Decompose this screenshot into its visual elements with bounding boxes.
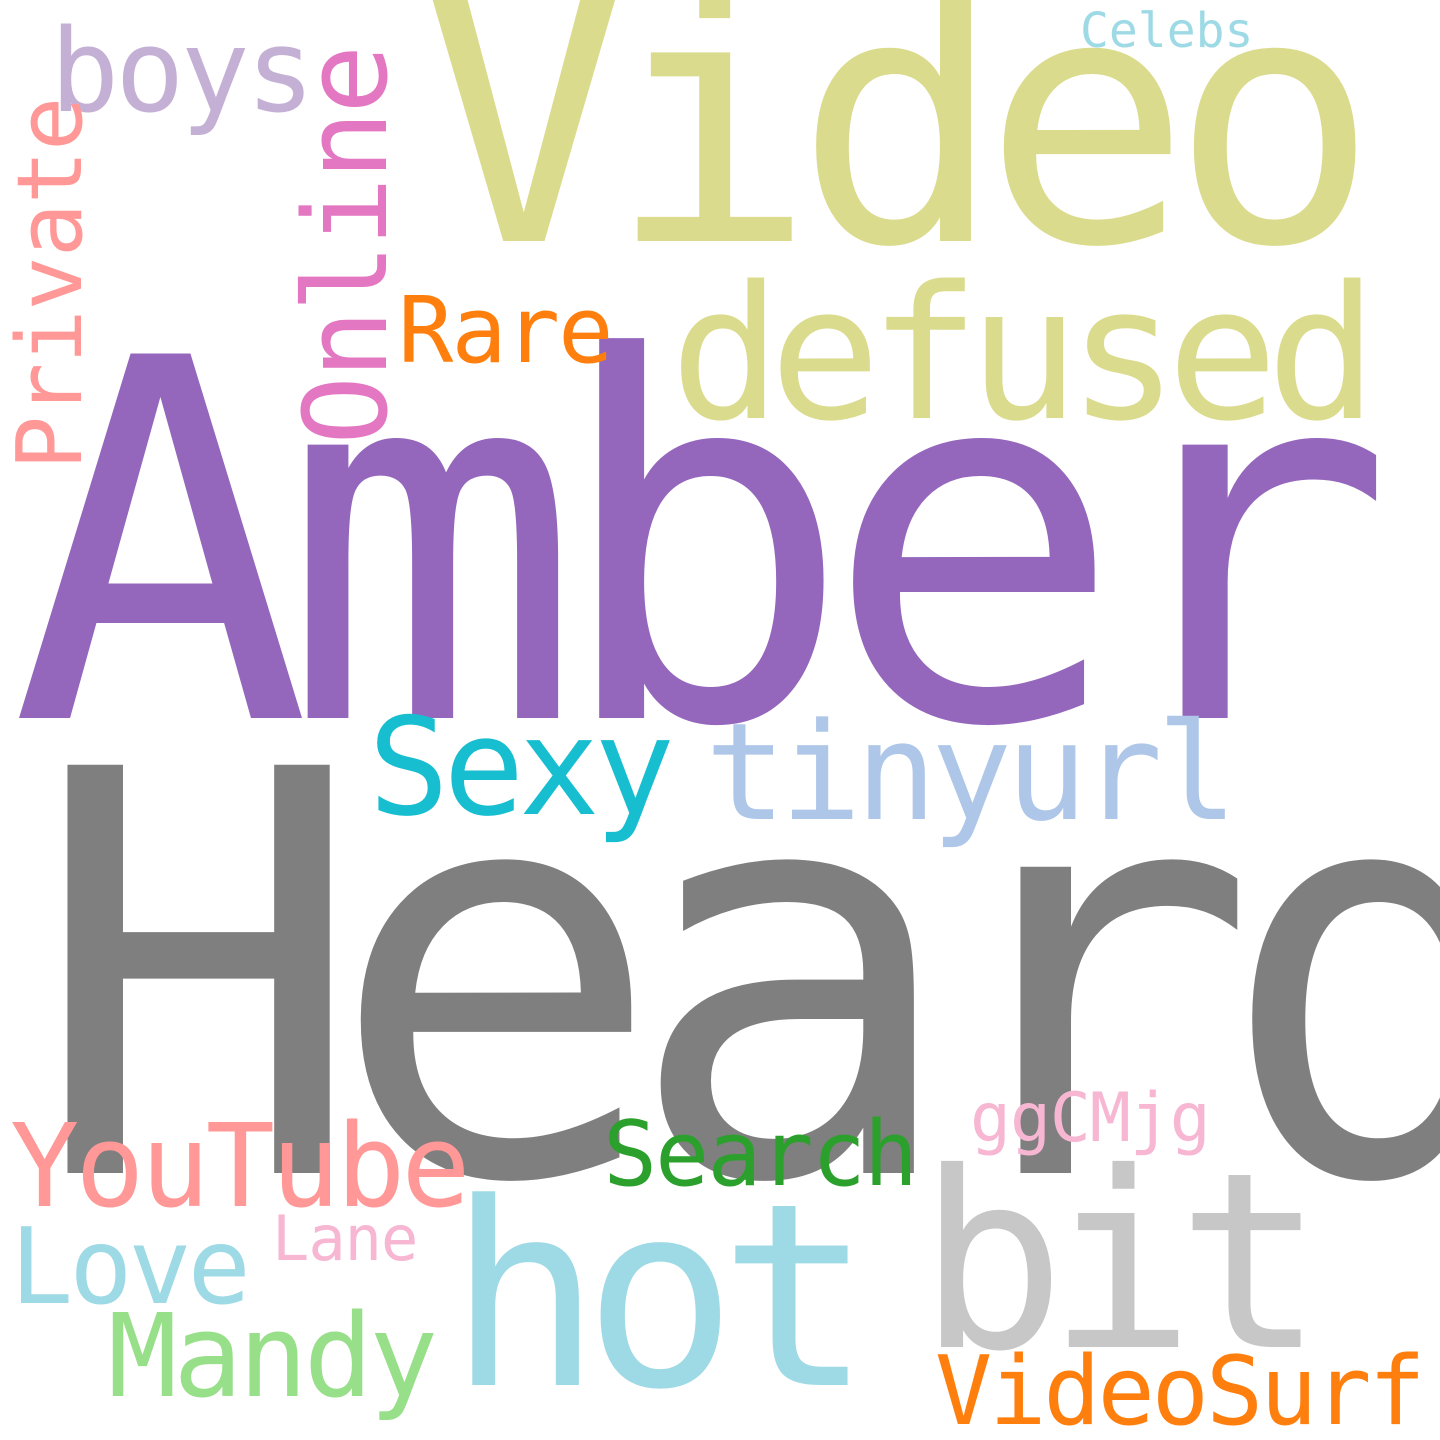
word-hot: hot — [448, 1149, 873, 1440]
word-private: Private — [0, 97, 103, 470]
word-online: Online — [280, 47, 414, 445]
word-sexy: Sexy — [368, 689, 675, 846]
word-video: Video — [420, 0, 1379, 323]
word-defused: defused — [670, 246, 1378, 462]
word-tinyurl: tinyurl — [705, 694, 1238, 851]
word-heard: Heard — [30, 654, 1440, 1306]
word-videosurf: VideoSurf — [935, 1337, 1426, 1440]
word-amber: Amber — [10, 254, 1395, 836]
word-rare: Rare — [398, 277, 614, 384]
word-search: Search — [603, 1102, 918, 1207]
word-lane: Lane — [272, 1202, 418, 1275]
word-celebs: Celebs — [1080, 3, 1254, 59]
word-mandy: Mandy — [108, 1290, 438, 1424]
word-bit: bit — [918, 1120, 1324, 1405]
word-boys: boys — [50, 5, 315, 139]
word-love: Love — [10, 1206, 251, 1328]
word-youtube: YouTube — [10, 1100, 471, 1234]
word-ggcmjg: ggCMjg — [970, 1079, 1211, 1158]
